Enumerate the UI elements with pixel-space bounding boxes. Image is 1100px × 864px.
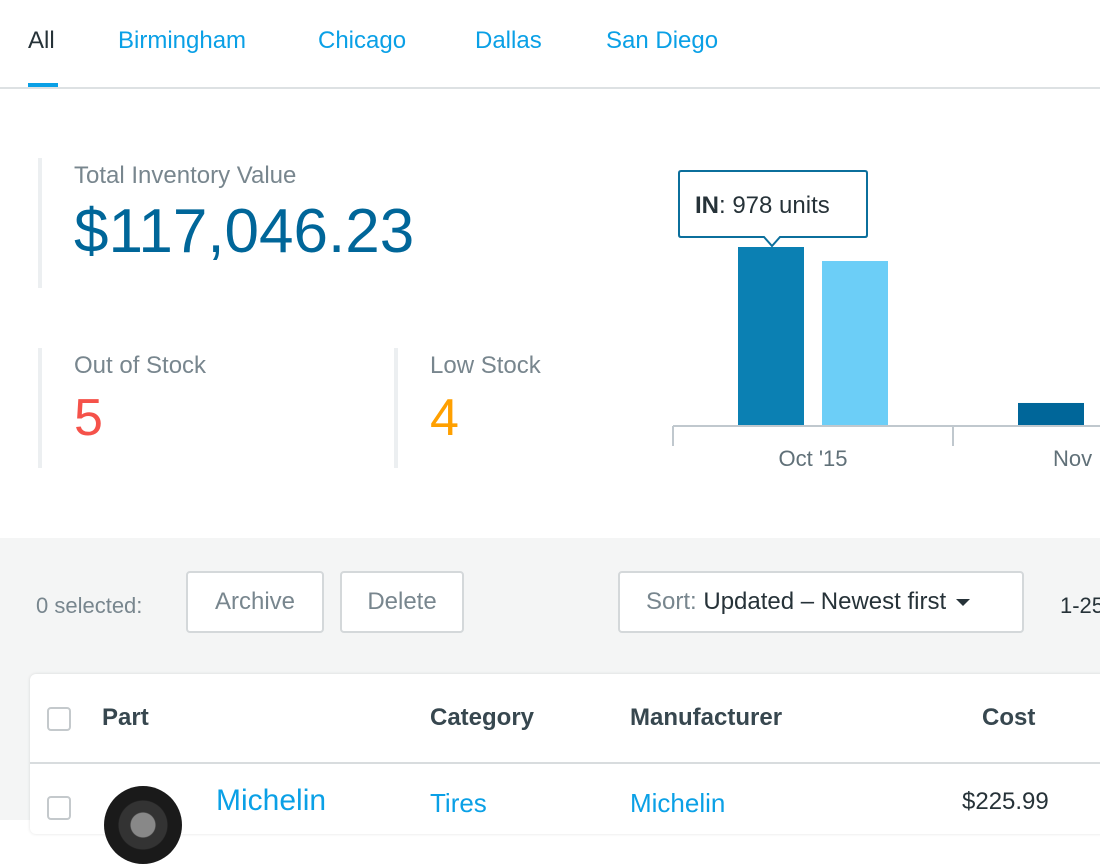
- total-inventory-stat: Total Inventory Value $117,046.23: [38, 158, 414, 288]
- tab-all[interactable]: All: [28, 27, 55, 54]
- out-of-stock-value: 5: [74, 389, 103, 447]
- sort-prefix: Sort:: [646, 588, 697, 615]
- inventory-chart: Oct '15 Nov IN: 978 units: [672, 170, 1100, 471]
- total-inventory-value: $117,046.23: [74, 197, 415, 266]
- column-header-part[interactable]: Part: [102, 704, 149, 731]
- archive-button[interactable]: Archive: [186, 571, 324, 633]
- column-header-manufacturer[interactable]: Manufacturer: [630, 704, 783, 731]
- out-of-stock-stat: Out of Stock 5: [38, 348, 206, 468]
- total-inventory-label: Total Inventory Value: [74, 162, 297, 189]
- column-header-category[interactable]: Category: [430, 704, 535, 731]
- chart-bar[interactable]: [738, 247, 804, 425]
- tab-dallas[interactable]: Dallas: [475, 27, 542, 54]
- tab-chicago[interactable]: Chicago: [318, 27, 407, 54]
- x-tick-label: Oct '15: [778, 446, 847, 471]
- tooltip-value: : 978 units: [719, 192, 830, 219]
- column-header-cost[interactable]: Cost: [982, 704, 1036, 731]
- select-all-checkbox[interactable]: [47, 707, 71, 731]
- category-link[interactable]: Tires: [430, 788, 487, 818]
- delete-button[interactable]: Delete: [340, 571, 464, 633]
- header-divider: [30, 762, 1100, 764]
- part-link[interactable]: Michelin: [216, 784, 327, 817]
- low-stock-stat: Low Stock 4: [394, 348, 541, 468]
- svg-text:IN: 978 units: IN: 978 units: [695, 192, 830, 219]
- low-stock-value: 4: [430, 389, 459, 447]
- tooltip-series: IN: [695, 192, 719, 219]
- location-tabs: All Birmingham Chicago Dallas San Diego: [0, 0, 1100, 89]
- sort-value: Updated – Newest first: [703, 588, 947, 615]
- active-tab-indicator: [28, 83, 58, 87]
- chart-bar[interactable]: [822, 261, 888, 425]
- tab-birmingham[interactable]: Birmingham: [118, 27, 247, 54]
- inventory-table: Part Category Manufacturer Cost Michelin…: [30, 674, 1100, 864]
- cost-value: $225.99: [962, 788, 1049, 815]
- caret-down-icon: [956, 598, 971, 606]
- inventory-list-section: 0 selected: Archive Delete Sort: Updated…: [0, 538, 1100, 864]
- tab-san-diego[interactable]: San Diego: [606, 27, 719, 54]
- selected-count: 0 selected:: [36, 593, 143, 618]
- row-checkbox[interactable]: [47, 796, 71, 820]
- chart-bar[interactable]: [1018, 402, 1084, 425]
- pagination-range: 1-25: [1060, 593, 1100, 618]
- x-tick-label: Nov: [1053, 446, 1092, 471]
- sort-dropdown[interactable]: Sort: Updated – Newest first: [618, 571, 1024, 633]
- out-of-stock-label: Out of Stock: [74, 352, 207, 379]
- low-stock-label: Low Stock: [430, 352, 541, 379]
- manufacturer-link[interactable]: Michelin: [630, 788, 726, 818]
- chart-tooltip: IN: 978 units: [678, 170, 868, 248]
- tire-image: [104, 786, 182, 864]
